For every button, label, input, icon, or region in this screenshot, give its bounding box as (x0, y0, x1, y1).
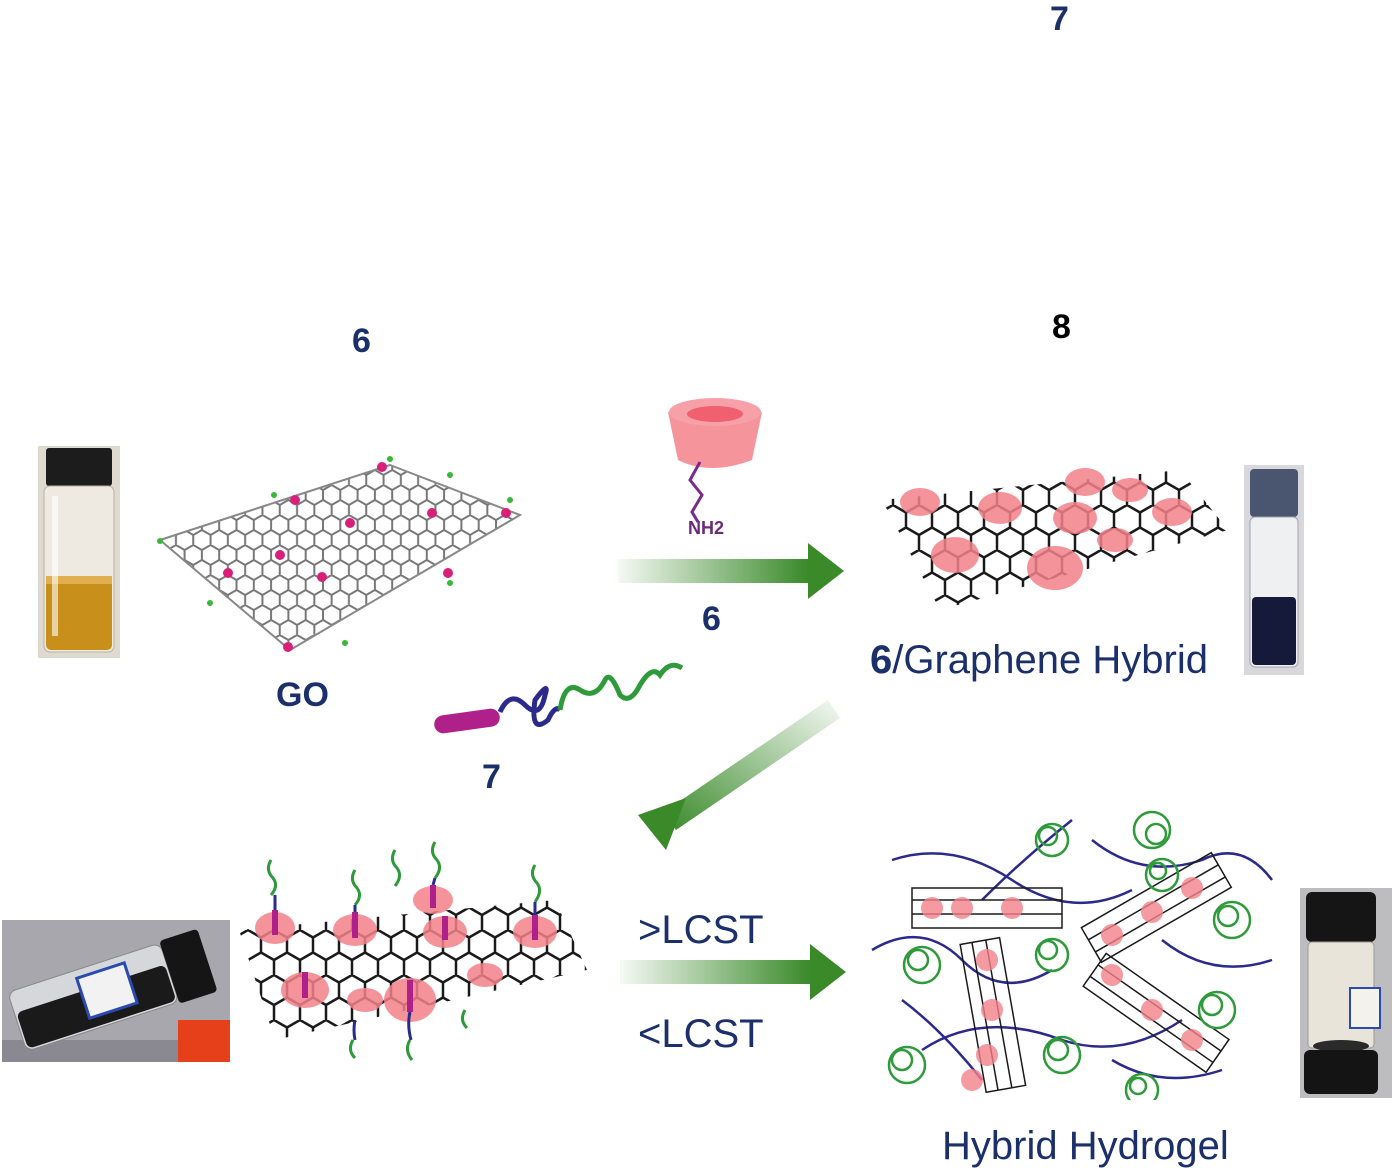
polymer-chain-icon (434, 662, 684, 734)
vial-icon (1300, 888, 1392, 1098)
arrow-icon (620, 944, 846, 1000)
go-vial-photo (38, 446, 120, 658)
compound-number-8-top: 8 (1052, 308, 1071, 346)
vial-icon (2, 920, 230, 1062)
hybrid-caption-number: 6 (870, 638, 893, 682)
cd-graphene-hybrid-illustration (880, 460, 1230, 620)
vial-icon (38, 446, 120, 658)
inclusion-complex-illustration (235, 840, 590, 1070)
polymer-7-illustration (430, 650, 690, 745)
arrow-icon (638, 700, 840, 850)
polymer-number-7: 7 (482, 758, 501, 796)
arrow-complex-to-hydrogel (620, 944, 846, 1000)
cyclodextrin-amine-illustration: NH2 (660, 390, 780, 540)
hybrid-vial-photo (1244, 465, 1304, 675)
compound-number-6-top: 6 (352, 322, 371, 360)
go-label: GO (276, 676, 329, 714)
hybrid-caption: 6/Graphene Hybrid (870, 638, 1208, 683)
hybrid-hydrogel-illustration (862, 800, 1282, 1100)
vial-icon (1244, 465, 1304, 675)
cyclodextrin-icon (668, 398, 762, 523)
condition-below-lcst: <LCST (638, 1012, 764, 1056)
compound-number-7-top: 7 (1050, 0, 1069, 38)
graphene-sheet-icon (157, 456, 523, 652)
inclusion-complex-vial-photo (2, 920, 230, 1062)
arrow-icon (618, 543, 844, 599)
arrow-hybrid-to-complex (618, 690, 843, 860)
hybrid-caption-text: /Graphene Hybrid (892, 638, 1208, 682)
go-sheet-illustration (150, 455, 530, 665)
hydrogel-caption: Hybrid Hydrogel (942, 1124, 1229, 1168)
condition-above-lcst: >LCST (638, 908, 764, 952)
hydrogel-vial-photo (1300, 888, 1392, 1098)
arrow-reagent-6: 6 (702, 600, 721, 638)
arrow-go-to-hybrid (618, 543, 844, 599)
amine-label: NH2 (688, 518, 725, 538)
